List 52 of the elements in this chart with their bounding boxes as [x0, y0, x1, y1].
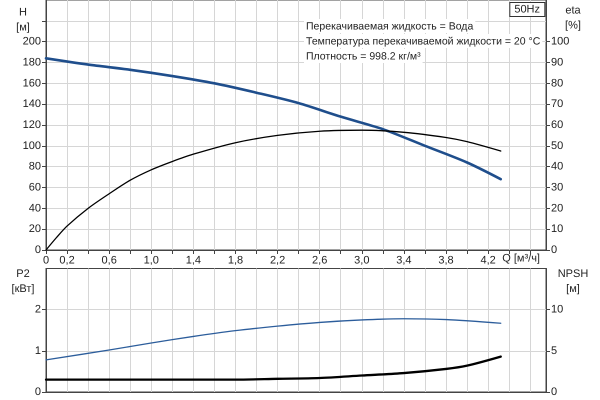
x-tick-label: 1,4 — [186, 254, 202, 266]
x-tick-label: 3,4 — [396, 254, 412, 266]
x-tick-label: 0 — [42, 254, 50, 266]
y-axis-title: P2 [кВт] — [12, 268, 34, 295]
y-tick-label: 40 — [28, 202, 41, 214]
y-tick-label: 2 — [34, 304, 41, 316]
y-tick-label: 60 — [28, 182, 41, 194]
y-tick-label: 0 — [34, 244, 41, 256]
y2-tick-label: 5 — [551, 344, 558, 357]
line-series — [44, 355, 502, 381]
x-tick-label: 0,6 — [102, 254, 117, 266]
x-tick-label: 1,0 — [144, 254, 159, 266]
line-series — [45, 318, 502, 361]
y2-tick-label: 80 — [551, 77, 564, 90]
y-tick-label: 200 — [22, 36, 41, 48]
x-tick-label: 3,0 — [354, 254, 370, 266]
x-tick-label: 2,2 — [270, 254, 286, 266]
y2-tick-label: 20 — [551, 202, 564, 214]
annotation: Перекачиваемая жидкость = Вода — [306, 20, 474, 32]
y-axis-title: H [м] — [16, 6, 30, 34]
y2-tick-label: 10 — [551, 223, 564, 236]
y2-tick-label: 70 — [551, 98, 564, 110]
y-tick-label: 120 — [22, 119, 41, 131]
y2-tick-label: 60 — [551, 119, 564, 131]
y-tick-label: 80 — [28, 160, 41, 173]
line-series — [45, 130, 502, 251]
y2-tick-label: 30 — [551, 182, 564, 194]
y-tick-label: 20 — [28, 223, 41, 236]
y-tick-label: 160 — [22, 77, 41, 90]
y-tick-label: 1 — [34, 344, 41, 357]
annotation: Плотность = 998.2 кг/м³ — [306, 50, 422, 62]
y2-tick-label: 40 — [551, 160, 564, 173]
y2-tick-label: 0 — [551, 244, 558, 256]
y-tick-label: 100 — [22, 140, 41, 152]
x-tick-label: 1,8 — [228, 254, 244, 266]
x-axis-title: Q [м³/ч] — [502, 252, 540, 264]
x-tick-label: 3,8 — [438, 254, 454, 266]
y-tick-label: 0 — [34, 386, 41, 398]
x-tick-label: 0,2 — [59, 254, 75, 266]
y2-tick-label: 0 — [551, 386, 558, 398]
y2-tick-label: 10 — [551, 304, 564, 316]
x-tick-label: 2,6 — [312, 254, 328, 266]
y2-axis-title: eta [%] — [565, 4, 582, 32]
y2-tick-label: 50 — [551, 140, 564, 152]
y2-axis-title: NPSH [м] — [558, 268, 588, 295]
chart-title: 50Hz — [514, 4, 540, 16]
y-tick-label: 140 — [22, 98, 41, 110]
y2-tick-label: 100 — [551, 36, 570, 48]
annotation: Температура перекачиваемой жидкости = 20 °C — [306, 36, 541, 48]
y2-tick-label: 90 — [551, 56, 564, 68]
y-tick-label: 180 — [22, 56, 41, 68]
x-tick-label: 4,2 — [480, 254, 496, 266]
